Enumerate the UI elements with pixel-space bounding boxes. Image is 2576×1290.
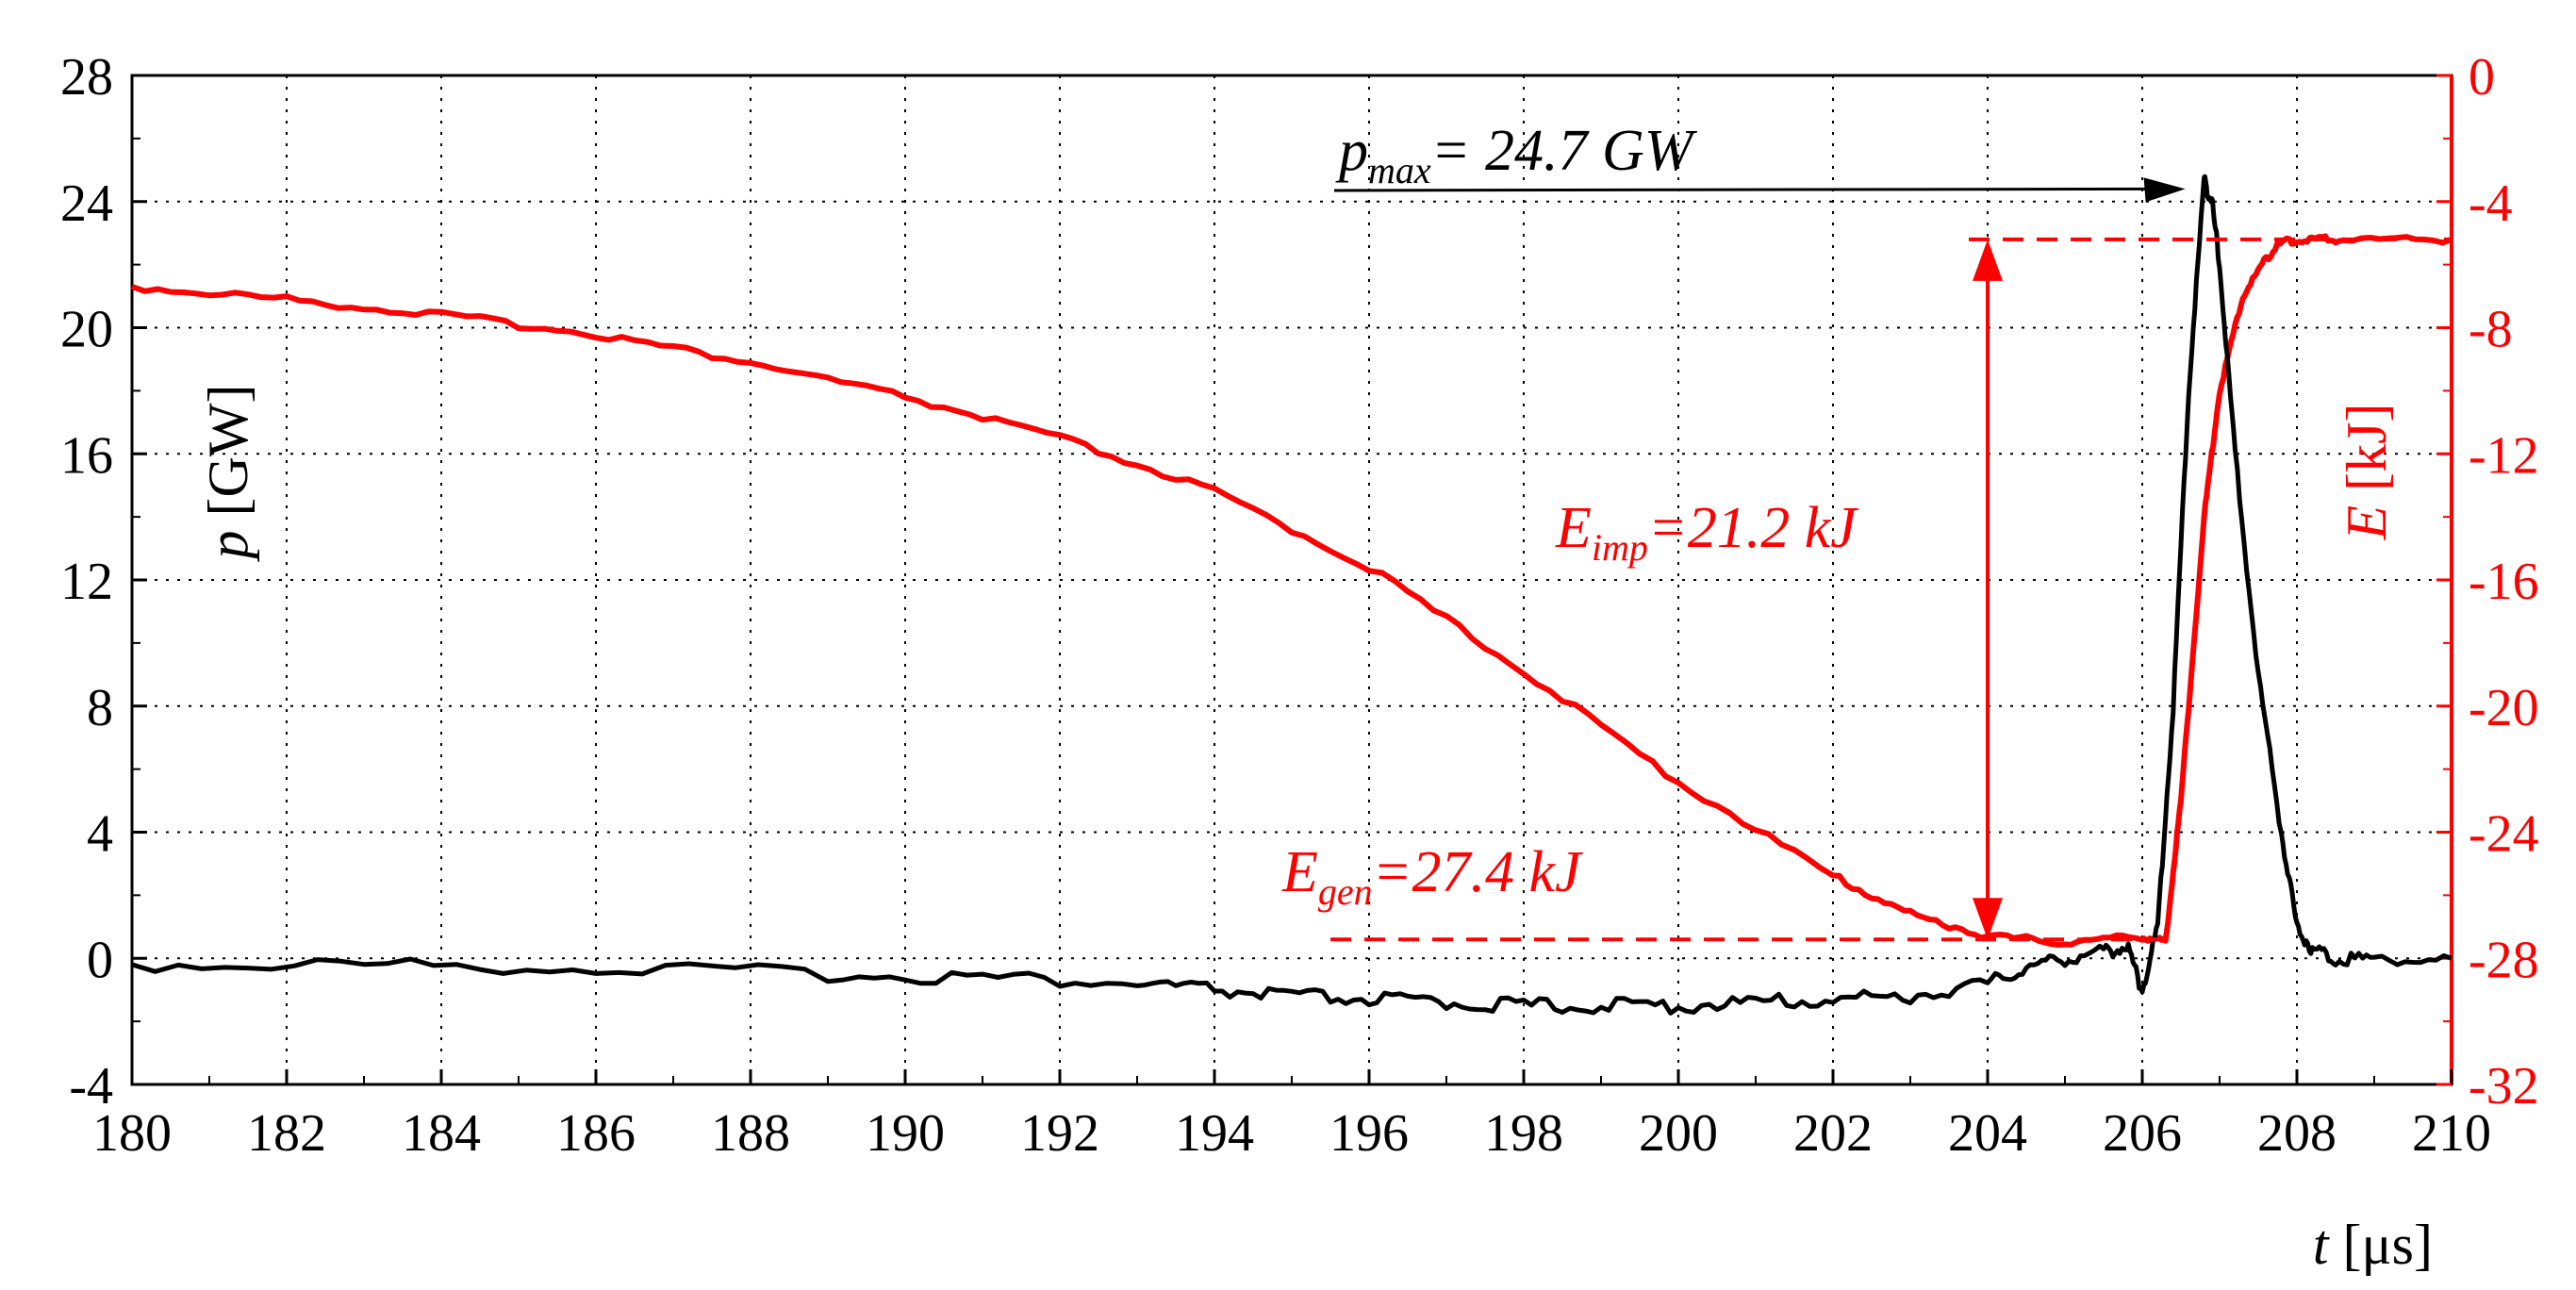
y-right-tick-label: -20 [2469,679,2539,737]
eimp-annotation: Eimp=21.2 kJ [1555,496,1858,569]
x-tick-label: 204 [1948,1104,2027,1163]
eimp-value: =21.2 kJ [1648,496,1858,560]
x-tick-label: 206 [2103,1104,2182,1163]
eimp-base: E [1555,496,1592,560]
y-left-tick-label: 0 [87,931,113,989]
pmax-annotation: pmax= 24.7 GW [1335,119,1698,191]
y-left-tick-label: 28 [60,48,113,107]
series-line-power [131,174,2452,1016]
y-left-tick-label: 20 [60,301,113,359]
x-tick-label: 186 [556,1104,636,1163]
x-tick-label: 182 [247,1104,326,1163]
egen-base: E [1281,840,1318,904]
x-tick-label: 192 [1020,1104,1099,1163]
y-right-tick-label: -16 [2469,553,2539,611]
grid-lines [132,75,2452,1084]
egen-value: =27.4 kJ [1373,840,1583,904]
x-tick-label: 190 [866,1104,945,1163]
x-tick-label: 188 [711,1104,790,1163]
pmax-base: p [1335,119,1368,183]
egen-sub: gen [1318,870,1373,913]
y-right-tick-label: -4 [2469,174,2513,233]
left-axis-label: p [GW] [197,385,259,563]
axis-ticks: 180 182 184 186 188 190 192 194 196 198 200 202 204 2… [60,48,2539,1163]
y-left-tick-label: -4 [69,1057,113,1116]
left-axis-symbol: p [197,530,259,562]
egen-annotation: Egen=27.4 kJ [1281,840,1583,913]
y-left-tick-label: 8 [87,679,113,737]
right-axis-label: E [kJ] [2336,404,2398,541]
eimp-arrow-head-up [1973,239,2003,281]
x-tick-label: 210 [2412,1104,2491,1163]
x-tick-label: 200 [1639,1104,1718,1163]
x-tick-label: 198 [1484,1104,1563,1163]
y-left-tick-label: 12 [60,553,113,611]
left-axis-unit: [GW] [197,385,259,531]
y-left-tick-label: 4 [87,805,113,864]
pmax-sub: max [1368,149,1431,191]
annotations [1330,177,2452,942]
x-axis-symbol: t [2313,1214,2330,1276]
y-left-tick-label: 24 [60,174,113,233]
eimp-arrow-head-down [1973,898,2003,940]
x-tick-label: 184 [402,1104,481,1163]
y-right-tick-label: -12 [2469,426,2539,485]
x-tick-label: 194 [1175,1104,1254,1163]
pmax-arrow-head [2143,177,2186,203]
y-left-tick-label: 16 [60,426,113,485]
eimp-sub: imp [1592,526,1648,569]
series-layer [131,174,2453,1016]
y-right-tick-label: -24 [2469,805,2539,864]
y-right-tick-label: -8 [2469,301,2513,359]
y-right-tick-label: 0 [2469,48,2495,107]
y-right-tick-label: -28 [2469,931,2539,989]
x-axis-label: t [μs] [2313,1214,2433,1276]
y-right-tick-label: -32 [2469,1057,2539,1116]
x-tick-label: 202 [1793,1104,1873,1163]
pmax-arrow-shaft [1333,187,2148,192]
x-axis-unit: [μs] [2329,1214,2433,1276]
right-axis-unit: [kJ] [2336,404,2398,505]
x-tick-label: 208 [2257,1104,2337,1163]
x-tick-label: 180 [92,1104,172,1163]
right-axis-symbol: E [2336,505,2398,541]
pmax-value: = 24.7 GW [1431,119,1698,183]
x-tick-label: 196 [1329,1104,1409,1163]
series-line-energy [131,233,2453,948]
